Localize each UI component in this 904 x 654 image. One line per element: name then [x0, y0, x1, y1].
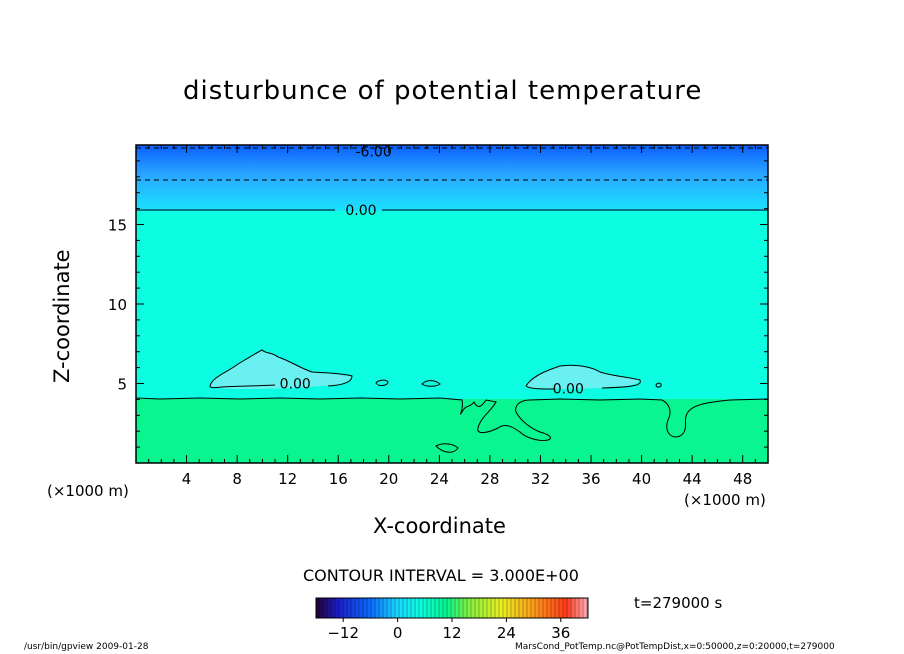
colorbar-stripes [318, 598, 588, 618]
field-top-band [136, 145, 768, 211]
x-tick-label: 28 [480, 470, 499, 488]
colorbar-tick-label: 36 [551, 624, 570, 642]
contour-zero-mid-right [525, 364, 641, 390]
colorbar-tick-label: −12 [327, 624, 359, 642]
x-axis-title: X-coordinate [373, 514, 506, 538]
contour-small-blob-2 [421, 380, 441, 387]
x-tick-label: 44 [683, 470, 702, 488]
footer-right: MarsCond_PotTemp.nc@PotTempDist,x=0:5000… [515, 642, 835, 652]
colorbar-ticks: −12 0 12 24 36 [327, 618, 570, 642]
contour-label: 0.00 [553, 381, 584, 397]
x-tick-label: 12 [278, 470, 297, 488]
y-tick-label: 15 [108, 217, 127, 235]
colorbar-tick-label: 0 [393, 624, 403, 642]
colorbar-tick-label: 24 [497, 624, 516, 642]
x-tick-label: 40 [632, 470, 651, 488]
x-tick-label: 8 [232, 470, 242, 488]
y-tick-label: 10 [108, 296, 127, 314]
contour-zero-mid-left [209, 349, 353, 389]
contour-boundary [135, 397, 769, 441]
colorbar-tick-label: 12 [442, 624, 461, 642]
contour-label: -6.00 [356, 144, 392, 160]
field-lower-layer [136, 399, 768, 463]
x-tick-label: 20 [379, 470, 398, 488]
contour-lower-blob [435, 443, 459, 453]
y-tick-label: 5 [117, 376, 127, 394]
contour-small-blob-3 [655, 382, 662, 388]
x-axis: 4 8 12 16 20 24 28 32 36 40 44 48 [148, 145, 756, 488]
footer-left: /usr/bin/gpview 2009-01-28 [24, 642, 149, 652]
contour-label: 0.00 [280, 377, 311, 393]
x-tick-label: 32 [531, 470, 550, 488]
x-tick-label: 36 [581, 470, 600, 488]
z-unit-label: (×1000 m) [47, 482, 129, 500]
chart-title: disturbunce of potential temperature [183, 76, 703, 106]
x-unit-label: (×1000 m) [684, 491, 766, 509]
x-tick-label: 4 [182, 470, 192, 488]
y-axis-title: Z-coordinate [50, 249, 74, 383]
contour-small-blob-1 [375, 379, 389, 386]
x-tick-label: 48 [733, 470, 752, 488]
x-tick-label: 16 [329, 470, 348, 488]
colorbar: −12 0 12 24 36 [315, 597, 589, 642]
y-axis: 5 10 15 [108, 160, 768, 448]
x-tick-label: 24 [430, 470, 449, 488]
time-label: t=279000 s [634, 594, 723, 612]
contour-field [136, 145, 768, 463]
contour-label: 0.00 [345, 203, 376, 219]
contour-labels: -6.00 0.00 0.00 0.00 [280, 144, 584, 397]
contour-interval-label: CONTOUR INTERVAL = 3.000E+00 [303, 566, 579, 585]
patch-right [526, 365, 640, 389]
